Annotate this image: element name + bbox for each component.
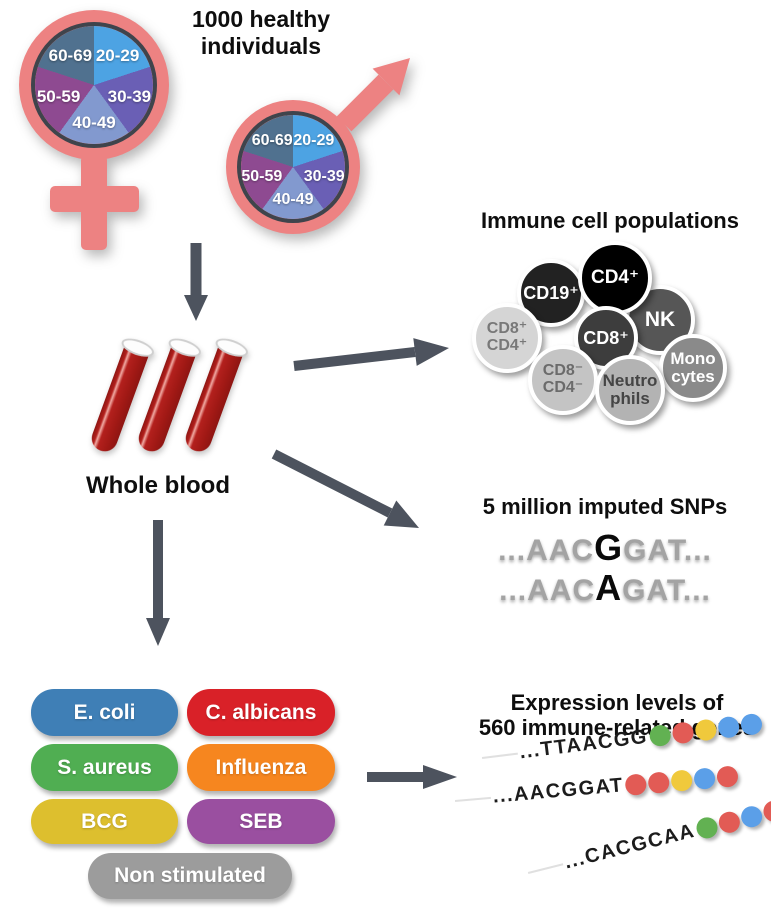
pie-slice-label: 40-49 bbox=[72, 112, 116, 132]
stimulation-pill-seb: SEB bbox=[187, 799, 335, 844]
snp-variant-letter: A bbox=[595, 567, 623, 608]
cell-cd4: CD4⁺ bbox=[578, 241, 652, 315]
immune-cells-title: Immune cell populations bbox=[481, 208, 739, 233]
expression-dot bbox=[717, 715, 741, 739]
pie-slice-label: 60-69 bbox=[48, 45, 93, 65]
cell-neutrophils: Neutro phils bbox=[595, 355, 665, 425]
snp-sequence: ...AAC A GAT... bbox=[499, 567, 711, 608]
expression-dot bbox=[670, 769, 694, 793]
male-age-pie: 20-29 30-39 40-49 50-59 60-69 bbox=[241, 115, 345, 219]
arrow-right-to-cells-icon bbox=[293, 338, 449, 371]
male-ring: 20-29 30-39 40-49 50-59 60-69 bbox=[226, 100, 360, 234]
stimulation-pill-nonstimulated: Non stimulated bbox=[88, 853, 292, 899]
strand-line bbox=[527, 862, 564, 874]
pie-slice-label: 50-59 bbox=[36, 86, 81, 106]
strand-line bbox=[454, 796, 491, 802]
study-title-line1: 1000 healthy bbox=[191, 6, 331, 32]
pie-slice-label: 30-39 bbox=[303, 168, 345, 186]
pie-slice-label: 30-39 bbox=[107, 86, 152, 106]
pie-slice-label: 40-49 bbox=[272, 191, 314, 209]
pie-slice-label: 20-29 bbox=[95, 45, 140, 65]
expression-dot bbox=[738, 804, 765, 830]
study-title: 1000 healthy individuals bbox=[141, 6, 381, 60]
gene-strand: ...AACGGAT bbox=[454, 764, 740, 812]
expression-dot bbox=[761, 798, 771, 824]
female-ring: 20-29 30-39 40-49 50-59 60-69 bbox=[19, 10, 169, 160]
arrow-right-to-expression-icon bbox=[367, 765, 457, 789]
whole-blood-label: Whole blood bbox=[86, 472, 230, 499]
stimulation-pill-calbicans: C. albicans bbox=[187, 689, 335, 736]
expression-dot bbox=[694, 815, 720, 841]
female-symbol: 20-29 30-39 40-49 50-59 60-69 bbox=[19, 10, 169, 260]
male-arrow-icon bbox=[336, 58, 410, 132]
snps-title: 5 million imputed SNPs bbox=[482, 494, 728, 519]
expression-dot bbox=[647, 771, 671, 795]
cell-monocytes: Mono cytes bbox=[659, 334, 727, 402]
snp-variant-letter: G bbox=[594, 527, 624, 568]
immune-cell-cluster: NK CD19⁺ CD4⁺ CD8⁺ CD4⁺ CD8⁺ Mono cytes … bbox=[470, 240, 740, 435]
cell-cd8pos-cd4pos: CD8⁺ CD4⁺ bbox=[472, 303, 542, 373]
female-cross-horizontal bbox=[50, 186, 139, 212]
study-title-line2: individuals bbox=[200, 33, 322, 59]
cell-cd8neg-cd4neg: CD8⁻ CD4⁻ bbox=[528, 345, 598, 415]
expression-dot bbox=[716, 809, 742, 836]
arrow-down-to-stimulations-icon bbox=[146, 520, 170, 646]
expression-dot bbox=[694, 718, 718, 742]
pie-slice-label: 50-59 bbox=[241, 168, 283, 186]
male-symbol: 20-29 30-39 40-49 50-59 60-69 bbox=[226, 58, 466, 240]
stimulation-pill-bcg: BCG bbox=[31, 799, 178, 844]
arrow-diagonal-to-snps-icon bbox=[271, 449, 419, 528]
pie-slice-label: 20-29 bbox=[293, 132, 335, 149]
stimulation-pill-saureus: S. aureus bbox=[31, 744, 178, 791]
strand-line bbox=[481, 752, 518, 759]
expression-dot bbox=[648, 723, 672, 748]
snp-sequence: ...AAC G GAT... bbox=[498, 527, 712, 568]
expression-dot bbox=[624, 773, 648, 797]
stimulation-pill-ecoli: E. coli bbox=[31, 689, 178, 736]
female-age-pie: 20-29 30-39 40-49 50-59 60-69 bbox=[35, 26, 153, 144]
arrow-down-to-blood-icon bbox=[184, 243, 208, 321]
gene-strand: ...CACGCAA bbox=[525, 792, 771, 884]
expression-dot bbox=[693, 767, 717, 791]
expression-dot bbox=[671, 721, 695, 745]
expression-dot bbox=[716, 765, 740, 789]
expression-dot bbox=[739, 712, 764, 737]
stimulation-pill-influenza: Influenza bbox=[187, 744, 335, 791]
pie-slice-label: 60-69 bbox=[251, 132, 293, 149]
